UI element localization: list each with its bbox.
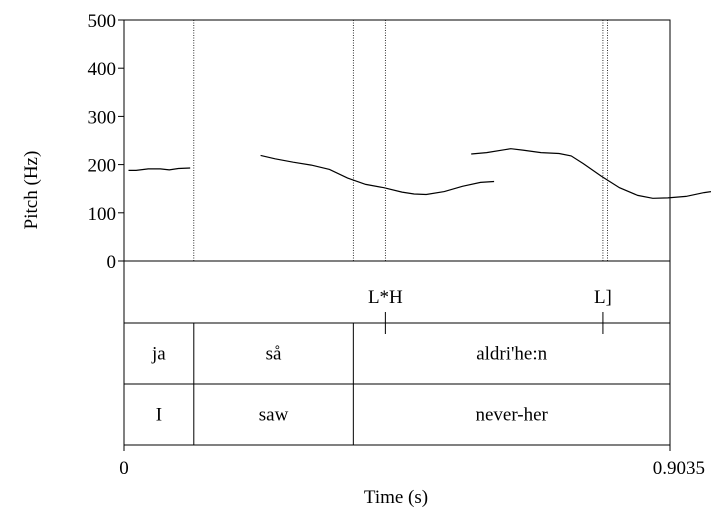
pitch-contour-segment — [471, 148, 711, 199]
y-tick-label: 200 — [88, 156, 117, 177]
segment-boundaries — [193, 20, 608, 261]
word-label: aldri'he:n — [476, 344, 547, 365]
gloss-label: saw — [259, 405, 289, 426]
x-tick-label: 0.9035 — [653, 458, 705, 479]
x-tick-label: 0 — [119, 458, 129, 479]
annotation-tiers: L*H L] ja så aldri'he:n I saw never-her — [151, 287, 612, 445]
y-tick-label: 0 — [107, 252, 117, 273]
y-tick-label: 500 — [88, 11, 117, 32]
gloss-label: I — [156, 405, 162, 426]
axes: 0 100 200 300 400 500 0 0.9035 — [88, 11, 706, 479]
y-tick-label: 400 — [88, 59, 117, 80]
y-axis-label: Pitch (Hz) — [21, 151, 42, 230]
word-label: så — [266, 344, 282, 365]
tone-label: L*H — [368, 287, 403, 308]
word-label: ja — [151, 344, 166, 365]
y-tick-label: 300 — [88, 107, 117, 128]
pitch-contour-segment — [260, 154, 495, 196]
gloss-label: never-her — [475, 405, 548, 426]
plot-frame — [123, 19, 671, 446]
y-tick-label: 100 — [88, 204, 117, 225]
pitch-curve — [128, 148, 711, 199]
pitch-contour-segment — [128, 167, 191, 171]
tone-label: L] — [594, 287, 612, 308]
x-axis-label: Time (s) — [364, 487, 428, 508]
